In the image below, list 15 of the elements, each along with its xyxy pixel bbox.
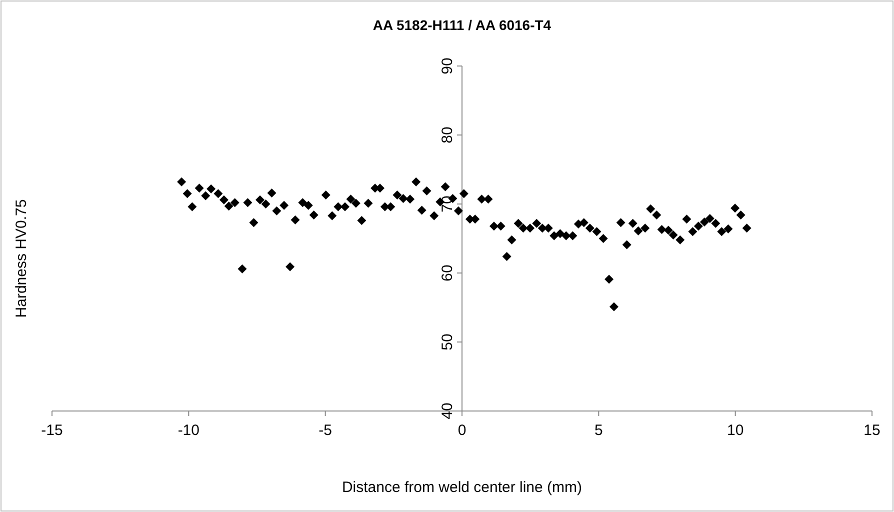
x-tick-label: -10 xyxy=(178,422,200,439)
x-tick-label: -5 xyxy=(318,422,332,439)
x-tick-label: -15 xyxy=(41,422,63,439)
y-tick-label: 80 xyxy=(439,126,456,144)
y-axis-title: Hardness HV0.75 xyxy=(13,199,30,318)
x-tick-label: 5 xyxy=(594,422,603,439)
y-tick-label: 50 xyxy=(439,334,456,350)
y-tick-label: 90 xyxy=(439,58,456,74)
x-tick-label: 0 xyxy=(458,422,466,439)
x-axis-title: Distance from weld center line (mm) xyxy=(342,479,582,496)
y-tick-label: 40 xyxy=(439,402,456,420)
x-tick-label: 15 xyxy=(864,422,880,439)
x-tick-label: 10 xyxy=(726,422,744,439)
chart-title: AA 5182-H111 / AA 6016-T4 xyxy=(372,17,552,33)
y-tick-label: 60 xyxy=(439,264,456,282)
